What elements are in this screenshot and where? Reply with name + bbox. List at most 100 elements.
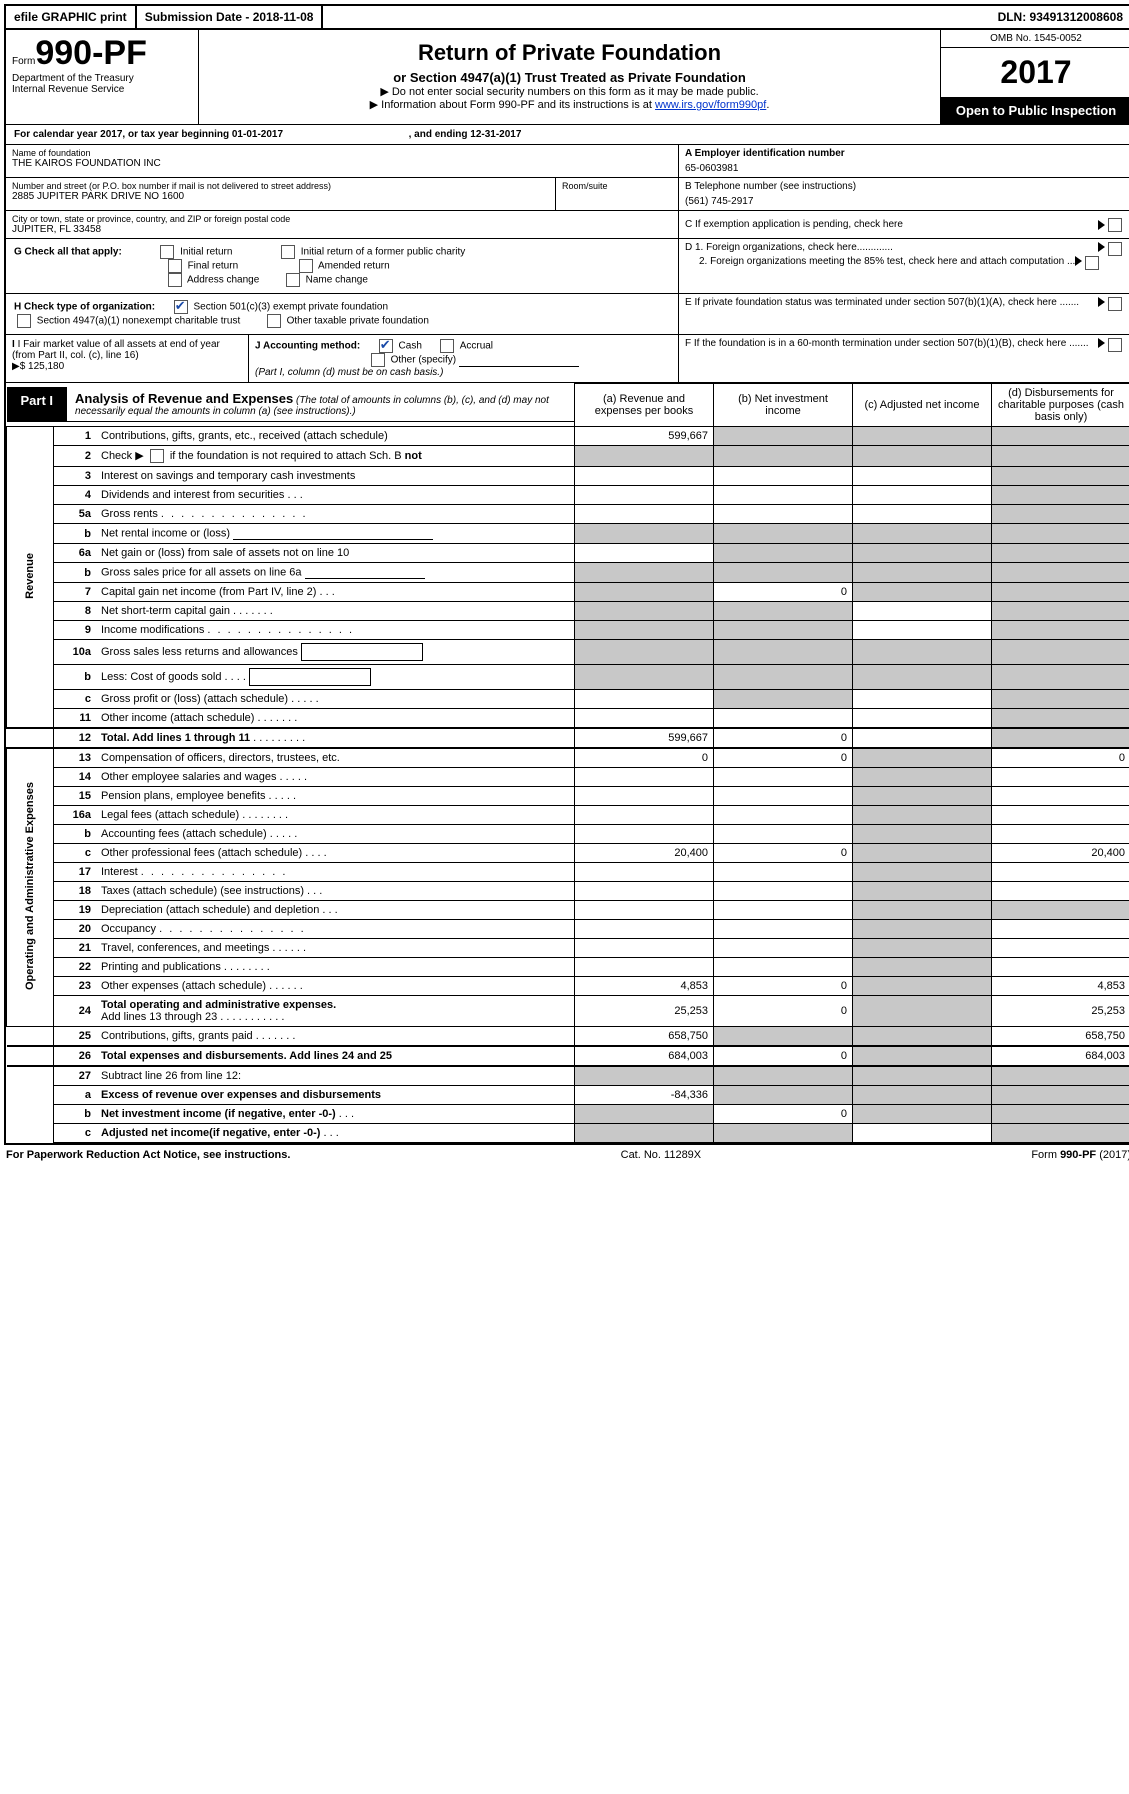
r25-num: 25: [54, 1027, 97, 1047]
g-amended-chk[interactable]: [299, 259, 313, 273]
r16a-desc: Legal fees (attach schedule): [101, 809, 239, 821]
r8-desc: Net short-term capital gain: [101, 605, 230, 617]
instructions-link[interactable]: www.irs.gov/form990pf: [655, 99, 766, 111]
r2-desc2: if the foundation is not required to att…: [167, 450, 402, 462]
h-label: H Check type of organization:: [14, 302, 155, 313]
open-public-label: Open to Public Inspection: [941, 97, 1129, 124]
r21-desc: Travel, conferences, and meetings: [101, 942, 269, 954]
cal-begin: For calendar year 2017, or tax year begi…: [14, 129, 283, 140]
r18-desc: Taxes (attach schedule) (see instruction…: [101, 885, 304, 897]
r16c-desc: Other professional fees (attach schedule…: [101, 847, 302, 859]
addr-value: 2885 JUPITER PARK DRIVE NO 1600: [12, 191, 549, 202]
footer-mid: Cat. No. 11289X: [621, 1149, 702, 1161]
arrow-icon: [1098, 220, 1105, 230]
d1-label: D 1. Foreign organizations, check here..…: [685, 242, 893, 256]
r10c-num: c: [54, 690, 97, 709]
name-label: Name of foundation: [12, 148, 672, 158]
r8-num: 8: [54, 602, 97, 621]
r26-num: 26: [54, 1046, 97, 1066]
i-value: ▶$ 125,180: [12, 361, 64, 372]
j-o1: Cash: [399, 341, 422, 352]
h-501c3-chk[interactable]: [174, 300, 188, 314]
c-checkbox[interactable]: [1108, 218, 1122, 232]
city-value: JUPITER, FL 33458: [12, 224, 672, 235]
r20-num: 20: [54, 920, 97, 939]
r11-num: 11: [54, 709, 97, 729]
footer: For Paperwork Reduction Act Notice, see …: [4, 1145, 1129, 1165]
r14-num: 14: [54, 768, 97, 787]
r6a-num: 6a: [54, 544, 97, 563]
r16b-num: b: [54, 825, 97, 844]
j-o2: Accrual: [460, 341, 493, 352]
r1-num: 1: [54, 427, 97, 446]
r2-chk[interactable]: [150, 449, 164, 463]
r10c-desc: Gross profit or (loss) (attach schedule): [101, 693, 288, 705]
r27b-b: 0: [714, 1105, 853, 1124]
d2-chk[interactable]: [1085, 256, 1099, 270]
j-other-chk[interactable]: [371, 353, 385, 367]
j-cash-chk[interactable]: [379, 339, 393, 353]
arrow-icon: [1098, 338, 1105, 348]
r22-desc: Printing and publications: [101, 961, 221, 973]
ein-label: A Employer identification number: [685, 148, 1125, 159]
cal-end: , and ending 12-31-2017: [409, 129, 522, 140]
r27c-desc: Adjusted net income(if negative, enter -…: [101, 1127, 320, 1139]
r13-num: 13: [54, 748, 97, 768]
r27-num: 27: [54, 1066, 97, 1086]
r5a-desc: Gross rents: [101, 508, 158, 520]
col-c-hdr: (c) Adjusted net income: [853, 384, 992, 427]
r21-num: 21: [54, 939, 97, 958]
tel-label: B Telephone number (see instructions): [685, 181, 1125, 192]
r11-desc: Other income (attach schedule): [101, 712, 254, 724]
submission-date: Submission Date - 2018-11-08: [137, 6, 324, 28]
footer-left: For Paperwork Reduction Act Notice, see …: [6, 1149, 290, 1161]
r12-num: 12: [54, 728, 97, 748]
r24-d: 25,253: [992, 996, 1129, 1027]
i-label: I Fair market value of all assets at end…: [12, 339, 220, 361]
r19-num: 19: [54, 901, 97, 920]
g-o3: Final return: [188, 261, 239, 272]
r26-d: 684,003: [992, 1046, 1129, 1066]
note-info-pre: ▶ Information about Form 990-PF and its …: [370, 99, 655, 111]
r22-num: 22: [54, 958, 97, 977]
city-label: City or town, state or province, country…: [12, 214, 672, 224]
g-name-chk[interactable]: [286, 273, 300, 287]
j-accrual-chk[interactable]: [440, 339, 454, 353]
r1-desc: Contributions, gifts, grants, etc., rece…: [101, 430, 388, 442]
f-chk[interactable]: [1108, 338, 1122, 352]
form-title: Return of Private Foundation: [205, 40, 934, 66]
r18-num: 18: [54, 882, 97, 901]
r12-b: 0: [714, 728, 853, 748]
r12-desc: Total. Add lines 1 through 11: [101, 732, 250, 744]
g-initial-former-chk[interactable]: [281, 245, 295, 259]
e-label: E If private foundation status was termi…: [685, 297, 1079, 331]
h-4947-chk[interactable]: [17, 314, 31, 328]
efile-label: efile GRAPHIC print: [6, 6, 137, 28]
r1-a: 599,667: [575, 427, 714, 446]
irs-label: Internal Revenue Service: [12, 84, 192, 95]
e-chk[interactable]: [1108, 297, 1122, 311]
f-label: F If the foundation is in a 60-month ter…: [685, 338, 1089, 379]
col-b-hdr: (b) Net investment income: [714, 384, 853, 427]
r16b-desc: Accounting fees (attach schedule): [101, 828, 267, 840]
tax-year: 2017: [941, 48, 1129, 97]
g-initial-chk[interactable]: [160, 245, 174, 259]
arrow-icon: [1098, 297, 1105, 307]
r16c-a: 20,400: [575, 844, 714, 863]
r16a-num: 16a: [54, 806, 97, 825]
topbar: efile GRAPHIC print Submission Date - 20…: [6, 6, 1129, 30]
d1-chk[interactable]: [1108, 242, 1122, 256]
form-word: Form: [12, 56, 35, 67]
g-addr-chk[interactable]: [168, 273, 182, 287]
r13-desc: Compensation of officers, directors, tru…: [96, 748, 575, 768]
r3-num: 3: [54, 467, 97, 486]
part1-tab: Part I: [7, 387, 68, 421]
r25-d: 658,750: [992, 1027, 1129, 1047]
part1-title: Analysis of Revenue and Expenses: [75, 391, 293, 406]
room-label: Room/suite: [555, 178, 678, 210]
r24-desc2: Add lines 13 through 23: [101, 1011, 217, 1023]
g-final-chk[interactable]: [168, 259, 182, 273]
g-o2: Initial return of a former public charit…: [301, 247, 466, 258]
h-other-chk[interactable]: [267, 314, 281, 328]
d2-label: 2. Foreign organizations meeting the 85%…: [699, 256, 1075, 270]
